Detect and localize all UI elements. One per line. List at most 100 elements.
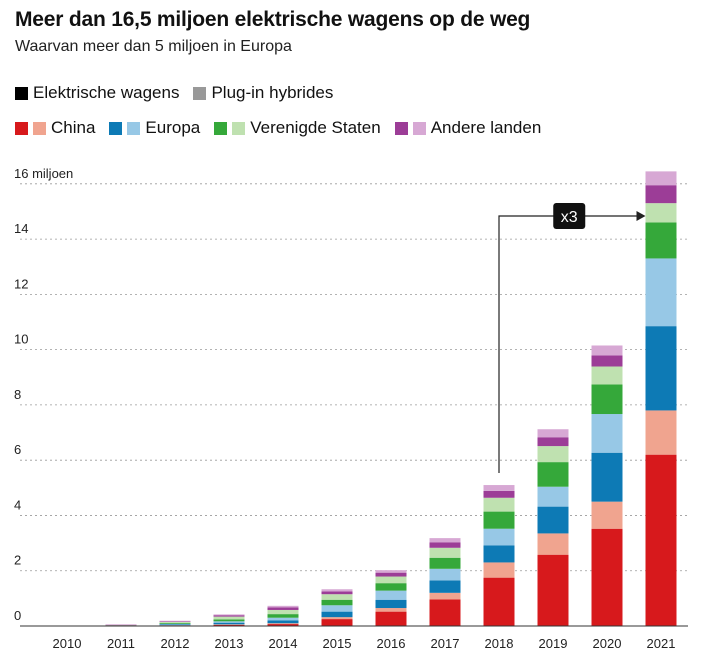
- bar-segment: [159, 621, 191, 622]
- bar-segment: [483, 528, 515, 546]
- bar-segment: [321, 611, 353, 618]
- bar-segment: [267, 623, 299, 625]
- bar-segment: [483, 562, 515, 578]
- bar-segment: [213, 616, 245, 620]
- legend-swatch-china-ev: [15, 121, 28, 135]
- bar-segment: [321, 599, 353, 606]
- bar-segment: [483, 485, 515, 491]
- bar-segment: [483, 577, 515, 626]
- x-tick-label: 2017: [431, 636, 460, 651]
- bar-segment: [429, 542, 461, 548]
- bar-segment: [591, 414, 623, 453]
- x-tick-label: 2020: [593, 636, 622, 651]
- bar-segment: [321, 591, 353, 595]
- x-tick-label: 2011: [107, 636, 135, 651]
- axis-layer: 0 2 4 6 8 10 12 14 16 miljoen 2010 2011 2012 2013 201…: [14, 166, 688, 651]
- page-subtitle: Waarvan meer dan 5 miljoen in Europa: [15, 38, 292, 55]
- bar-segment: [429, 580, 461, 593]
- y-tick-label: 14: [14, 221, 28, 236]
- bar-segment: [537, 486, 569, 507]
- bar-segment: [537, 533, 569, 555]
- bar-segment: [267, 607, 299, 610]
- y-tick-label: 16 miljoen: [14, 166, 73, 181]
- bar-segment: [645, 410, 677, 455]
- bar-segment: [159, 620, 191, 622]
- legend-swatch-elektrisch: [15, 86, 28, 100]
- bar-segment: [591, 384, 623, 415]
- bar-segment: [591, 528, 623, 626]
- bar-segment: [159, 625, 191, 626]
- y-tick-label: 10: [14, 332, 28, 347]
- y-tick-label: 12: [14, 276, 28, 291]
- bar-segment: [537, 429, 569, 438]
- bar-segment: [645, 222, 677, 259]
- bar-segment: [429, 538, 461, 543]
- bar-segment: [537, 462, 569, 487]
- bar-segment: [321, 589, 353, 592]
- growth-badge: [553, 203, 586, 229]
- legend-swatch-vs-ev: [214, 121, 228, 135]
- bar-segment: [321, 617, 353, 620]
- bar-segment: [213, 624, 245, 625]
- bar-segment: [321, 594, 353, 600]
- y-tick-label: 8: [14, 387, 21, 402]
- bar-segment: [645, 326, 677, 411]
- bar-segment: [159, 621, 191, 623]
- bar-segment: [375, 590, 407, 600]
- legend-label-vs: Verenigde Staten: [250, 118, 381, 137]
- legend-label-china: China: [51, 118, 96, 137]
- bar-segment: [429, 568, 461, 581]
- bar-segment: [105, 624, 137, 625]
- y-tick-label: 6: [14, 442, 21, 457]
- bar-segment: [591, 366, 623, 385]
- bar-segment: [321, 605, 353, 612]
- bar-segment: [645, 203, 677, 223]
- x-tick-label: 2014: [269, 636, 298, 651]
- x-tick-label: 2021: [647, 636, 676, 651]
- bar-segment: [321, 619, 353, 626]
- bar-segment: [375, 576, 407, 584]
- bar-segment: [591, 345, 623, 356]
- bar-segment: [213, 622, 245, 625]
- bar-segment: [537, 446, 569, 463]
- legend-label-andere: Andere landen: [430, 118, 542, 137]
- bar-segment: [429, 557, 461, 569]
- legend-region-row: China Europa Verenigde Staten Andere lan…: [15, 118, 555, 138]
- bar-segment: [483, 497, 515, 512]
- bar-layer: [51, 171, 677, 627]
- x-tick-label: 2015: [323, 636, 352, 651]
- bar-segment: [159, 622, 191, 624]
- legend-swatch-china-phev: [33, 121, 46, 135]
- bar-segment: [375, 583, 407, 591]
- legend-label-plugin: Plug-in hybrides: [211, 83, 334, 102]
- legend-swatch-plugin: [193, 86, 207, 100]
- bar-segment: [213, 619, 245, 622]
- growth-arrow-line: [498, 215, 640, 474]
- bar-segment: [267, 605, 299, 608]
- bar-segment: [429, 599, 461, 626]
- growth-badge-label: x3: [561, 209, 578, 226]
- bar-segment: [213, 614, 245, 616]
- bar-segment: [267, 624, 299, 626]
- bar-segment: [537, 554, 569, 626]
- grid-layer: [20, 183, 688, 572]
- legend-swatch-europa-phev: [127, 121, 141, 135]
- bar-segment: [267, 614, 299, 618]
- legend-swatch-vs-phev: [232, 121, 246, 135]
- bar-segment: [591, 355, 623, 367]
- bar-segment: [267, 620, 299, 624]
- page-title: Meer dan 16,5 miljoen elektrische wagens…: [15, 8, 531, 31]
- x-tick-label: 2012: [161, 636, 190, 651]
- bar-segment: [213, 615, 245, 617]
- bar-segment: [267, 617, 299, 621]
- bar-segment: [159, 624, 191, 626]
- annotation-layer: x3: [498, 203, 646, 474]
- bar-segment: [267, 609, 299, 615]
- bar-segment: [591, 452, 623, 502]
- bar-segment: [159, 623, 191, 625]
- x-tick-label: 2016: [377, 636, 406, 651]
- y-tick-label: 0: [14, 608, 21, 623]
- bar-segment: [483, 490, 515, 498]
- x-tick-label: 2018: [485, 636, 514, 651]
